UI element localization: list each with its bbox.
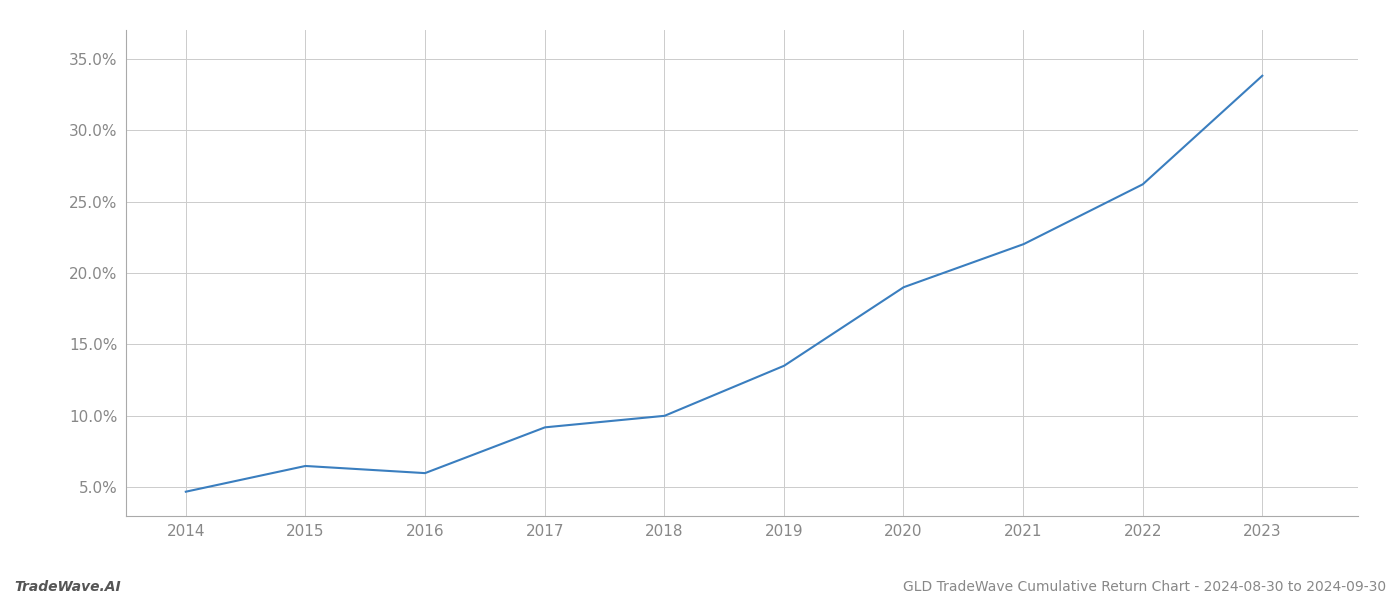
Text: GLD TradeWave Cumulative Return Chart - 2024-08-30 to 2024-09-30: GLD TradeWave Cumulative Return Chart - … [903,580,1386,594]
Text: TradeWave.AI: TradeWave.AI [14,580,120,594]
